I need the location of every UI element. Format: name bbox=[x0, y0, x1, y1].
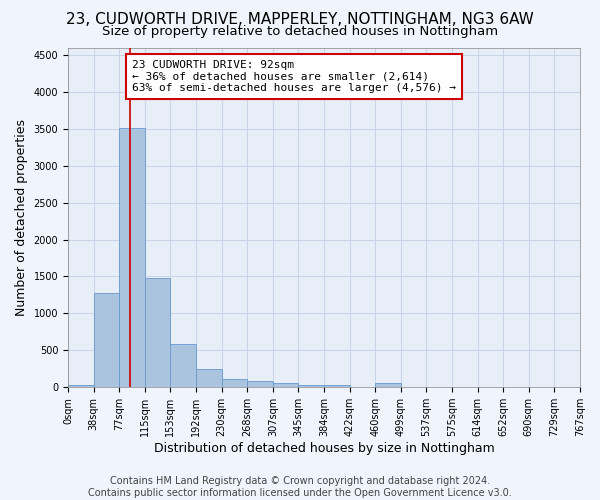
Y-axis label: Number of detached properties: Number of detached properties bbox=[15, 119, 28, 316]
Bar bbox=[247, 382, 273, 387]
Bar bbox=[119, 128, 145, 387]
Bar bbox=[68, 384, 94, 387]
Bar bbox=[94, 294, 119, 387]
Bar bbox=[324, 385, 350, 387]
Bar bbox=[221, 379, 247, 387]
Bar bbox=[375, 383, 401, 387]
Bar bbox=[196, 370, 221, 387]
Bar bbox=[273, 383, 298, 387]
Text: Size of property relative to detached houses in Nottingham: Size of property relative to detached ho… bbox=[102, 25, 498, 38]
Bar bbox=[145, 278, 170, 387]
X-axis label: Distribution of detached houses by size in Nottingham: Distribution of detached houses by size … bbox=[154, 442, 494, 455]
Bar bbox=[170, 344, 196, 387]
Text: Contains HM Land Registry data © Crown copyright and database right 2024.
Contai: Contains HM Land Registry data © Crown c… bbox=[88, 476, 512, 498]
Text: 23, CUDWORTH DRIVE, MAPPERLEY, NOTTINGHAM, NG3 6AW: 23, CUDWORTH DRIVE, MAPPERLEY, NOTTINGHA… bbox=[66, 12, 534, 28]
Text: 23 CUDWORTH DRIVE: 92sqm
← 36% of detached houses are smaller (2,614)
63% of sem: 23 CUDWORTH DRIVE: 92sqm ← 36% of detach… bbox=[132, 60, 456, 94]
Bar bbox=[298, 385, 324, 387]
